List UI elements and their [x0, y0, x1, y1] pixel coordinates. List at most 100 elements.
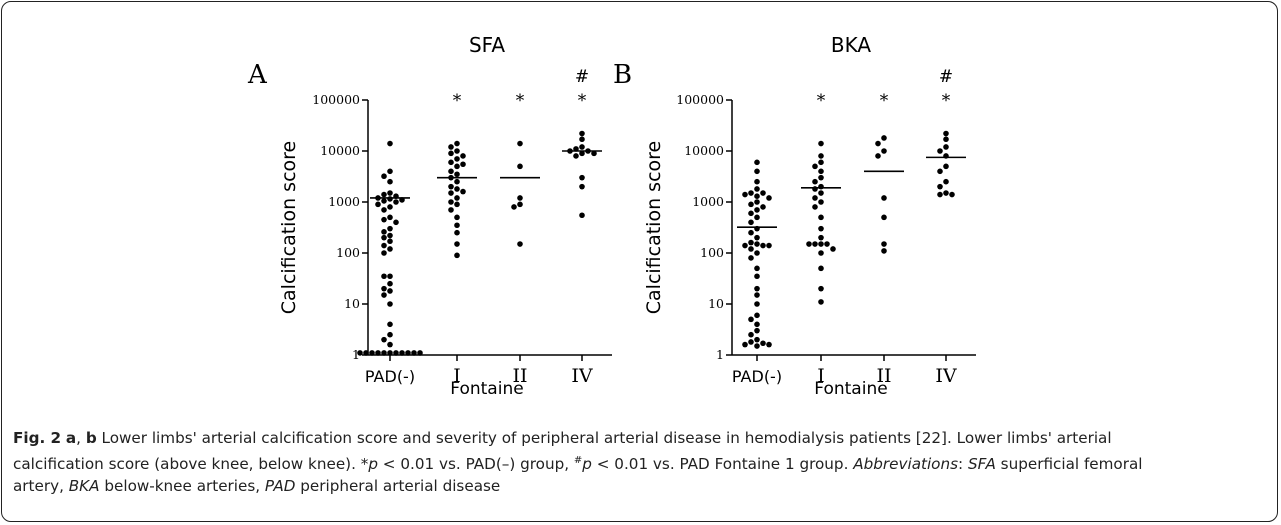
panel-a-ylabel: Calcification score — [278, 141, 300, 314]
panel-a-data-point — [381, 250, 387, 256]
panel-a-data-point — [387, 178, 393, 185]
panel-a-data-point — [448, 150, 454, 157]
panel-b-data-point — [818, 225, 824, 232]
panel-a-data-point — [387, 168, 393, 175]
panel-a-data-point — [454, 229, 460, 236]
panel-a-data-point — [460, 161, 466, 168]
panel-b-data-point — [754, 327, 760, 334]
panel-b-data-point — [943, 130, 949, 137]
panel-b-title: BKA — [831, 33, 871, 57]
panel-b-data-point — [754, 214, 760, 221]
panel-a-data-point — [387, 196, 393, 202]
panel-a-data-point — [579, 174, 585, 181]
caption-text-3: artery, — [13, 477, 69, 496]
panel-a-data-point — [454, 222, 460, 229]
panel-b-x-tick-label: PAD(-) — [732, 367, 782, 386]
caption-sfa-abbr: SFA — [967, 454, 996, 473]
panel-a-data-point — [454, 163, 460, 170]
panel-a-x-tick-label: II — [512, 365, 527, 387]
panel-b-data-point — [812, 163, 818, 170]
panel-a-data-point — [381, 336, 387, 343]
panel-a-data-point — [454, 156, 460, 162]
panel-a-data-point — [387, 273, 393, 280]
panel-b-data-point — [748, 316, 754, 323]
panel-a-data-point — [375, 201, 381, 208]
panel-b-data-point — [818, 250, 824, 256]
panel-a-data-point — [517, 140, 523, 147]
panel-b-data-point — [760, 340, 766, 347]
panel-b-data-point — [943, 178, 949, 185]
panel-b-data-point — [748, 210, 754, 217]
panel-b-data-point — [754, 234, 760, 241]
panel-b-letter: B — [613, 60, 632, 90]
panel-a-data-point — [381, 273, 387, 280]
panel-a-data-point — [393, 199, 399, 205]
panel-b-data-point — [943, 163, 949, 170]
panel-a-data-point — [454, 214, 460, 221]
panel-a-data-point — [454, 252, 460, 259]
panel-b-data-point — [754, 168, 760, 175]
panel-b-data-point — [937, 148, 943, 154]
panel-a-data-point — [579, 150, 585, 157]
panel-a-data-point — [381, 234, 387, 241]
panel-b-data-point — [760, 190, 766, 196]
panel-a-data-point — [448, 190, 454, 196]
panel-b-data-point — [748, 190, 754, 196]
panel-a-data-point — [517, 201, 523, 208]
panel-a-data-point — [454, 178, 460, 185]
panel-a-data-point — [454, 148, 460, 154]
panel-b-y-tick-label: 1 — [716, 347, 724, 362]
panel-b-data-point — [812, 204, 818, 210]
panel-b-data-point — [748, 246, 754, 252]
panel-b-data-point — [742, 341, 748, 348]
panel-a-y-tick-label: 100 — [336, 245, 360, 260]
panel-b-data-point — [875, 153, 881, 159]
caption-fig-label: Fig. 2 — [13, 429, 62, 447]
caption-pad-abbr: PAD — [264, 477, 296, 496]
panel-b-y-tick-label: 100000 — [676, 92, 724, 107]
panel-b-data-point — [754, 265, 760, 272]
panel-b-data-point — [818, 153, 824, 159]
panel-b-data-point — [748, 239, 754, 246]
panel-b-y-tick-label: 1000 — [692, 194, 724, 209]
panel-b-data-point — [754, 241, 760, 247]
caption-bka-definition: below-knee arteries, — [99, 477, 265, 496]
panel-a-x-tick-label: IV — [571, 365, 593, 387]
panel-a-data-point — [387, 225, 393, 232]
panel-a-y-tick-label: 100000 — [312, 92, 360, 107]
panel-b-data-point — [818, 140, 824, 147]
panel-b-data-point — [818, 265, 824, 272]
panel-b-data-point — [754, 301, 760, 307]
caption-line-3: artery, BKA below-knee arteries, PAD per… — [13, 475, 1268, 498]
panel-a-data-point — [517, 163, 523, 170]
panel-a-data-point — [460, 188, 466, 195]
panel-b-data-point — [806, 241, 812, 247]
panel-b-y-tick-label: 10000 — [684, 143, 724, 158]
panel-b-data-point — [754, 193, 760, 199]
panel-b-x-tick-label: I — [817, 365, 825, 387]
figure-caption: Fig. 2 a, b Lower limbs' arterial calcif… — [13, 427, 1268, 498]
caption-panel-a: a — [65, 429, 77, 447]
panel-a-data-point — [387, 214, 393, 221]
panel-a-data-point — [517, 195, 523, 201]
caption-bka-abbr: BKA — [68, 477, 100, 496]
panel-a-y-tick-label: 1000 — [328, 194, 360, 209]
panel-b-data-point — [943, 190, 949, 196]
panel-b-data-point — [754, 159, 760, 166]
panel-a-data-point — [448, 183, 454, 190]
panel-a-data-point — [393, 219, 399, 226]
panel-b-significance-star: * — [817, 91, 826, 111]
panel-a-data-point — [393, 350, 399, 356]
panel-b-data-point — [818, 234, 824, 241]
panel-a-data-point — [387, 301, 393, 307]
panel-a-data-point — [387, 341, 393, 348]
panel-b-data-point — [754, 186, 760, 192]
panel-b-data-point — [818, 285, 824, 292]
panel-b-data-point — [754, 199, 760, 205]
panel-a-data-point — [381, 350, 387, 356]
panel-b-data-point — [818, 159, 824, 166]
panel-b-data-point — [754, 250, 760, 256]
panel-b-data-point — [748, 201, 754, 208]
panel-a-data-point — [387, 321, 393, 328]
panel-a-data-point — [517, 241, 523, 247]
